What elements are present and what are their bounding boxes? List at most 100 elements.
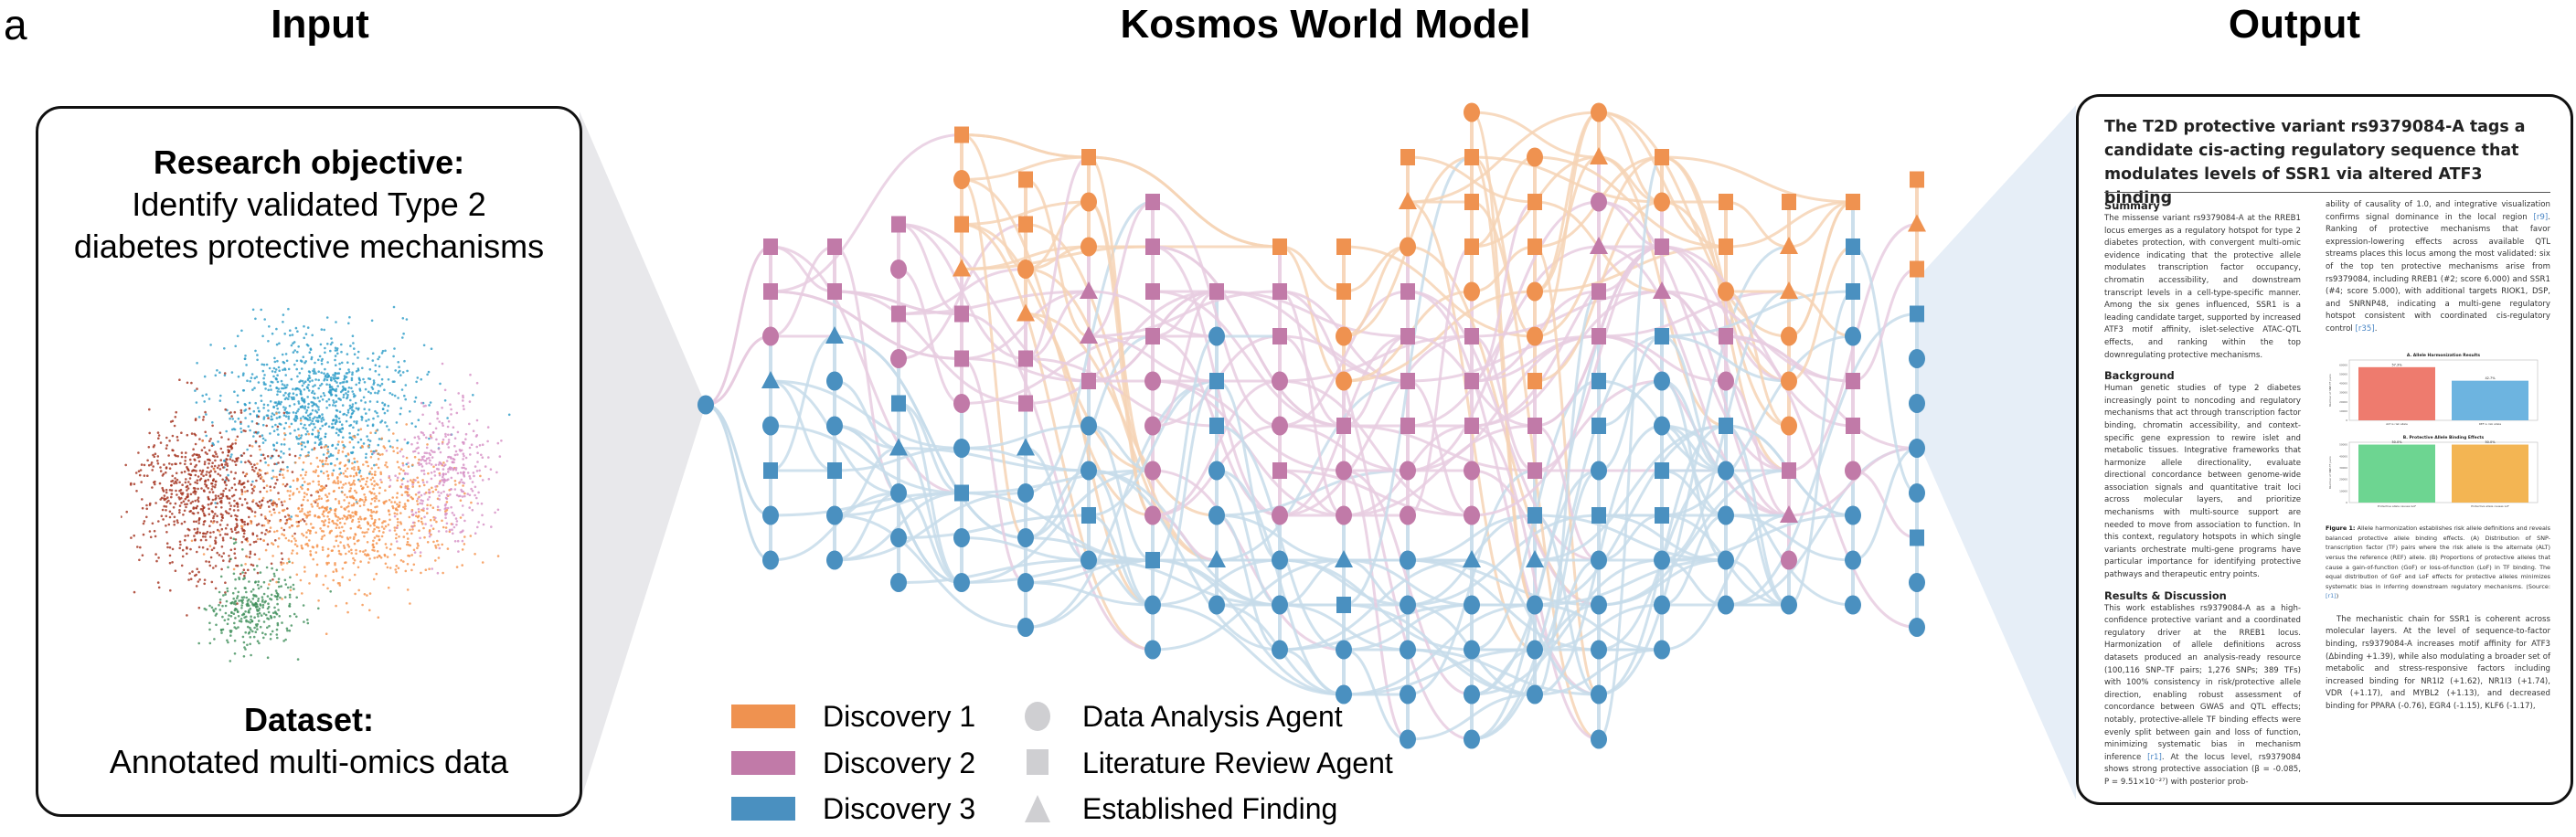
data-analysis-node: [1464, 505, 1480, 525]
svg-text:A. Allele Harmonization Result: A. Allele Harmonization Results: [2407, 353, 2480, 358]
data-analysis-node: [1080, 237, 1097, 257]
umap-cluster-pink: [372, 362, 503, 575]
literature-review-node: [827, 462, 842, 479]
data-analysis-node: [1654, 640, 1670, 660]
data-analysis-node: [762, 505, 779, 525]
legend-literature-review-agent: Literature Review Agent: [1022, 745, 1393, 781]
established-finding-node: [1653, 281, 1671, 299]
literature-review-node: [1846, 373, 1860, 389]
data-analysis-node: [1144, 505, 1161, 525]
data-analysis-node: [762, 416, 779, 436]
data-analysis-node: [1845, 505, 1861, 525]
literature-review-node: [1145, 238, 1160, 255]
legend-label: Established Finding: [1082, 791, 1338, 825]
results-heading: Results & Discussion: [2104, 588, 2227, 602]
figure-caption-label: Figure 1:: [2326, 524, 2356, 533]
svg-text:50000: 50000: [2339, 442, 2347, 446]
data-analysis-node: [762, 326, 779, 346]
background-text: Human genetic studies of type 2 diabetes…: [2104, 384, 2301, 580]
svg-text:20000: 20000: [2339, 399, 2347, 403]
objective-line-2: diabetes protective mechanisms: [73, 228, 545, 265]
citation-link[interactable]: [r1]: [2326, 592, 2336, 600]
data-analysis-node: [1909, 573, 1925, 592]
svg-text:10000: 10000: [2339, 408, 2347, 412]
legend-label: Discovery 1: [823, 699, 976, 733]
triangle-icon: [1022, 793, 1053, 824]
circle-icon: [1022, 701, 1053, 732]
paper-left-column: Summary The missense variant rs9379084-A…: [2104, 199, 2301, 789]
summary-text: The missense variant rs9379084-A at the …: [2104, 214, 2301, 360]
umap-cluster-dark-red: [121, 372, 328, 617]
mini-bar-chart-b: B. Protective Allele Binding Effects50.0…: [2328, 435, 2539, 508]
literature-review-node: [1591, 373, 1606, 389]
literature-review-node: [1209, 418, 1224, 434]
literature-review-node: [1081, 373, 1096, 389]
literature-review-node: [1272, 328, 1287, 344]
literature-review-node: [891, 395, 906, 412]
literature-review-node: [1846, 283, 1860, 300]
data-analysis-node: [953, 439, 970, 458]
data-analysis-node: [1464, 684, 1480, 705]
literature-review-node: [1719, 238, 1733, 255]
literature-review-node: [954, 484, 969, 502]
established-finding-node: [1463, 550, 1481, 567]
data-analysis-node: [890, 528, 907, 547]
figure-caption-text: Allele harmonization establishes risk al…: [2326, 524, 2550, 590]
literature-review-node: [1846, 238, 1860, 255]
literature-review-node: [1145, 194, 1160, 210]
right-wedge: [1917, 105, 2076, 800]
data-analysis-node: [1080, 416, 1097, 436]
dataset-label: Dataset:: [243, 701, 375, 738]
data-analysis-node: [1144, 640, 1161, 660]
literature-review-node: [763, 462, 778, 479]
established-finding-node: [1017, 438, 1035, 456]
literature-review-node: [1400, 373, 1415, 389]
data-analysis-node: [1144, 416, 1161, 436]
literature-review-node: [1018, 395, 1033, 412]
data-analysis-node: [826, 505, 843, 525]
legend-label: Literature Review Agent: [1082, 746, 1393, 779]
summary-continued: ability of causality of 1.0, and integra…: [2326, 199, 2550, 336]
data-analysis-node: [1400, 640, 1416, 660]
literature-review-node: [1145, 552, 1160, 568]
legend-discovery-1: Discovery 1: [731, 698, 975, 735]
literature-review-node: [1464, 373, 1479, 389]
research-objective: Research objective: Identify validated T…: [38, 142, 580, 268]
literature-review-node: [1719, 418, 1733, 434]
citation-link[interactable]: [r35]: [2355, 323, 2375, 334]
citation-link[interactable]: [r1]: [2147, 752, 2162, 762]
data-analysis-node: [1591, 729, 1607, 749]
established-finding-node: [1780, 281, 1798, 299]
data-analysis-node: [1017, 483, 1034, 503]
data-analysis-node: [1718, 371, 1734, 391]
literature-review-node: [1719, 328, 1733, 344]
literature-review-node: [891, 216, 906, 233]
literature-review-node: [1400, 418, 1415, 434]
legend-discovery-2: Discovery 2: [731, 745, 975, 781]
data-analysis-node: [1336, 461, 1352, 481]
svg-text:30000: 30000: [2339, 390, 2347, 394]
literature-review-node: [1464, 328, 1479, 344]
discovery-3-swatch: [731, 797, 795, 821]
data-analysis-node: [890, 573, 907, 592]
literature-review-node: [1145, 283, 1160, 300]
objective-line-1: Identify validated Type 2: [132, 185, 486, 223]
literature-review-node: [1272, 283, 1287, 300]
literature-review-node: [1910, 171, 1924, 188]
figure-caption: Figure 1: Allele harmonization establish…: [2326, 524, 2550, 601]
data-analysis-node: [1654, 371, 1670, 391]
legend-established-finding: Established Finding: [1022, 790, 1337, 827]
mini-bar-chart-a: A. Allele Harmonization Results 57.3% ALT …: [2328, 353, 2539, 426]
data-analysis-node: [1781, 326, 1797, 346]
data-analysis-node: [1400, 461, 1416, 481]
data-analysis-node: [1080, 192, 1097, 212]
data-analysis-node: [1781, 371, 1797, 391]
data-analysis-node: [1527, 281, 1543, 302]
graph-nodes: [697, 102, 1926, 749]
data-analysis-node: [890, 483, 907, 503]
data-analysis-node: [953, 170, 970, 189]
established-finding-node: [1080, 326, 1098, 344]
citation-link[interactable]: [r9]: [2533, 212, 2549, 222]
results-text: This work establishes rs9379084-A as a h…: [2104, 603, 2301, 789]
